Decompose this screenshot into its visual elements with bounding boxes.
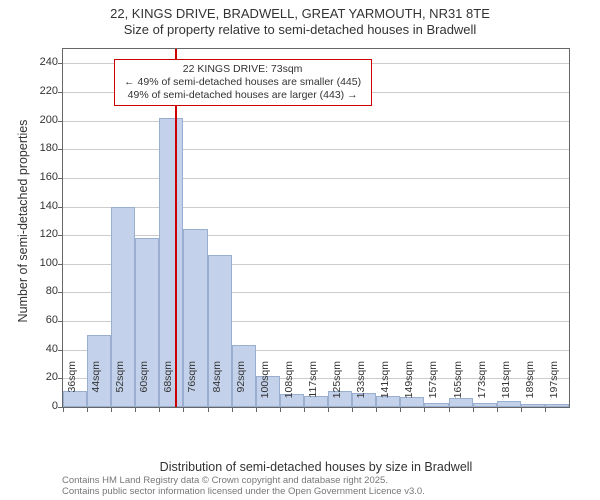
titles: 22, KINGS DRIVE, BRADWELL, GREAT YARMOUT… <box>0 0 600 39</box>
ytick-label: 100 <box>22 257 58 269</box>
ytick-label: 20 <box>22 371 58 383</box>
ytick-label: 0 <box>22 400 58 412</box>
xtick-mark <box>232 407 233 412</box>
ytick-mark <box>58 292 63 293</box>
xtick-mark <box>159 407 160 412</box>
ytick-label: 160 <box>22 171 58 183</box>
ytick-mark <box>58 321 63 322</box>
xtick-mark <box>545 407 546 412</box>
xtick-mark <box>473 407 474 412</box>
annotation-line: 49% of semi-detached houses are larger (… <box>121 89 365 102</box>
xtick-label: 197sqm <box>548 361 560 411</box>
xtick-mark <box>400 407 401 412</box>
footer-line-2: Contains public sector information licen… <box>62 487 425 498</box>
xtick-label: 52sqm <box>114 361 126 411</box>
ytick-label: 140 <box>22 200 58 212</box>
xtick-label: 173sqm <box>476 361 488 411</box>
xtick-label: 189sqm <box>524 361 536 411</box>
ytick-mark <box>58 63 63 64</box>
ytick-mark <box>58 378 63 379</box>
xtick-label: 60sqm <box>138 361 150 411</box>
xtick-mark <box>208 407 209 412</box>
gridline <box>63 207 569 208</box>
ytick-label: 200 <box>22 114 58 126</box>
xtick-label: 36sqm <box>66 361 78 411</box>
xtick-mark <box>135 407 136 412</box>
title-line-1: 22, KINGS DRIVE, BRADWELL, GREAT YARMOUT… <box>0 6 600 22</box>
xtick-mark <box>497 407 498 412</box>
xtick-mark <box>280 407 281 412</box>
annotation-box: 22 KINGS DRIVE: 73sqm← 49% of semi-detac… <box>114 59 372 106</box>
ytick-mark <box>58 149 63 150</box>
gridline <box>63 149 569 150</box>
ytick-label: 220 <box>22 85 58 97</box>
title-line-2: Size of property relative to semi-detach… <box>0 22 600 38</box>
gridline <box>63 121 569 122</box>
gridline <box>63 178 569 179</box>
xtick-mark <box>256 407 257 412</box>
xtick-label: 157sqm <box>427 361 439 411</box>
chart-container: 22, KINGS DRIVE, BRADWELL, GREAT YARMOUT… <box>0 0 600 500</box>
xtick-mark <box>521 407 522 412</box>
xtick-mark <box>183 407 184 412</box>
xtick-mark <box>424 407 425 412</box>
gridline <box>63 235 569 236</box>
ytick-label: 240 <box>22 56 58 68</box>
xtick-mark <box>304 407 305 412</box>
xtick-label: 165sqm <box>452 361 464 411</box>
xtick-label: 125sqm <box>331 361 343 411</box>
xtick-mark <box>328 407 329 412</box>
xtick-mark <box>449 407 450 412</box>
xtick-label: 68sqm <box>162 361 174 411</box>
xtick-mark <box>376 407 377 412</box>
xtick-label: 84sqm <box>211 361 223 411</box>
xtick-mark <box>111 407 112 412</box>
xtick-label: 92sqm <box>235 361 247 411</box>
ytick-mark <box>58 92 63 93</box>
ytick-mark <box>58 121 63 122</box>
xtick-label: 44sqm <box>90 361 102 411</box>
ytick-mark <box>58 350 63 351</box>
ytick-label: 120 <box>22 228 58 240</box>
xtick-label: 149sqm <box>403 361 415 411</box>
ytick-label: 180 <box>22 142 58 154</box>
xtick-label: 100sqm <box>259 361 271 411</box>
plot-area: 36sqm 44sqm 52sqm 60sqm 68sqm 76sqm 84sqm 92sqm… <box>62 48 570 408</box>
annotation-line: 22 KINGS DRIVE: 73sqm <box>121 63 365 76</box>
xtick-label: 117sqm <box>307 361 319 411</box>
xtick-label: 141sqm <box>379 361 391 411</box>
x-axis-label: Distribution of semi-detached houses by … <box>62 460 570 474</box>
ytick-mark <box>58 207 63 208</box>
xtick-label: 108sqm <box>283 361 295 411</box>
xtick-mark <box>63 407 64 412</box>
xtick-mark <box>352 407 353 412</box>
ytick-mark <box>58 235 63 236</box>
xtick-mark <box>87 407 88 412</box>
xtick-label: 76sqm <box>186 361 198 411</box>
ytick-label: 80 <box>22 285 58 297</box>
footer: Contains HM Land Registry data © Crown c… <box>62 476 425 498</box>
ytick-label: 60 <box>22 314 58 326</box>
ytick-label: 40 <box>22 343 58 355</box>
xtick-label: 133sqm <box>355 361 367 411</box>
ytick-mark <box>58 178 63 179</box>
xtick-label: 181sqm <box>500 361 512 411</box>
annotation-line: ← 49% of semi-detached houses are smalle… <box>121 76 365 89</box>
ytick-mark <box>58 264 63 265</box>
